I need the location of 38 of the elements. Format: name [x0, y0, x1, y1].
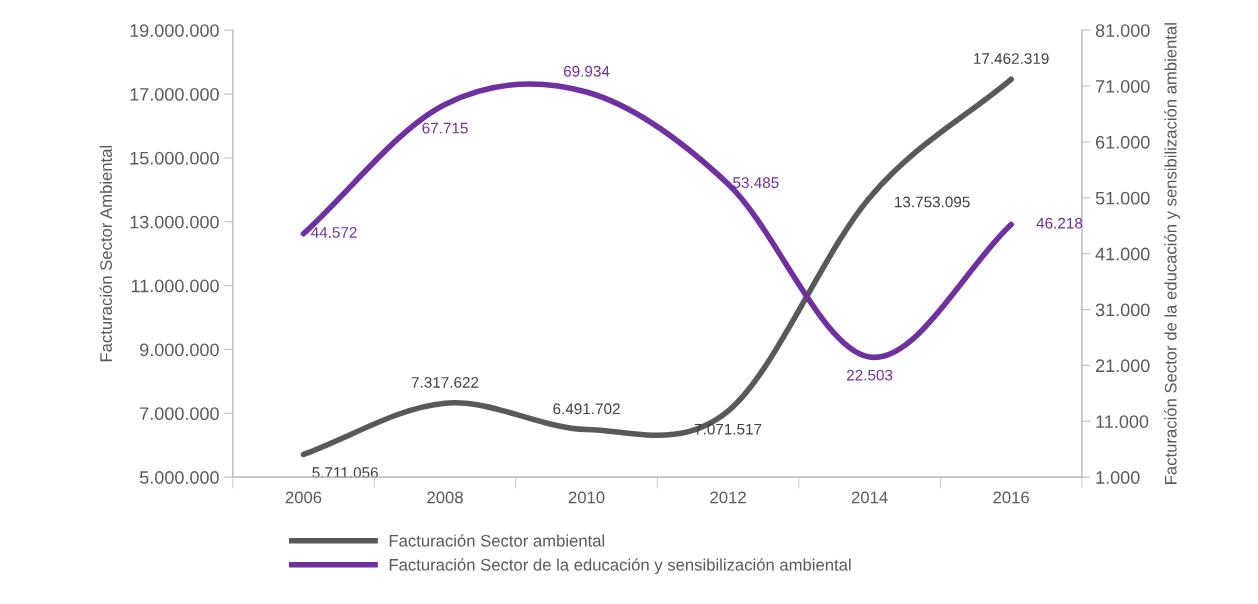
- x-tick-label: 2014: [851, 491, 888, 504]
- y-tick-label: 11.000.000: [131, 279, 219, 293]
- y-tick-label: 7.000.000: [140, 407, 219, 421]
- y2-axis-title: Facturación Sector de la educación y sensibilización ambiental: [1164, 23, 1180, 484]
- y-tick-label: 17.000.000: [130, 87, 219, 101]
- x-tick-label: 2008: [427, 491, 463, 504]
- y-axis-title: Facturación Sector Ambiental: [99, 145, 112, 362]
- x-tick-label: 2016: [993, 491, 1029, 504]
- data-label: 13.753.095: [895, 196, 970, 208]
- x-tick-label: 2010: [568, 491, 605, 504]
- y-tick-label: 13.000.000: [130, 215, 219, 229]
- y2-tick-label: 31.000: [1095, 303, 1150, 317]
- x-tick-label: 2012: [710, 491, 746, 504]
- y2-tick-label: 81.000: [1095, 24, 1150, 37]
- y-tick-label: 19.000.000: [130, 24, 219, 37]
- data-label: 44.572: [311, 227, 357, 238]
- y2-tick-label: 61.000: [1095, 135, 1150, 149]
- data-label: 22.503: [847, 369, 893, 381]
- y2-tick-label: 1.000: [1096, 471, 1140, 484]
- data-label: 5.711.056: [312, 467, 378, 478]
- legend-label: Facturación Sector ambiental: [389, 534, 605, 547]
- y2-tick-label: 21.000: [1095, 359, 1150, 373]
- y-tick-label: 5.000.000: [139, 471, 219, 484]
- data-label: 69.934: [563, 65, 610, 77]
- data-label: 53.485: [733, 177, 779, 189]
- y2-tick-label: 11.000: [1096, 415, 1149, 429]
- data-label: 7.317.622: [411, 377, 479, 388]
- x-tick-label: 2006: [285, 491, 322, 504]
- data-label: 67.715: [422, 122, 468, 134]
- y-tick-label: 9.000.000: [140, 343, 219, 357]
- y2-tick-label: 41.000: [1095, 247, 1150, 261]
- data-label: 6.491.702: [553, 403, 620, 415]
- y2-tick-label: 71.000: [1096, 80, 1150, 93]
- data-label: 46.218: [1036, 217, 1083, 229]
- y2-tick-label: 51.000: [1095, 191, 1150, 205]
- y-tick-label: 15.000.000: [130, 151, 219, 165]
- data-label: 17.462.319: [974, 53, 1049, 64]
- legend-label: Facturación Sector de la educación y sensibilización ambiental: [389, 558, 851, 575]
